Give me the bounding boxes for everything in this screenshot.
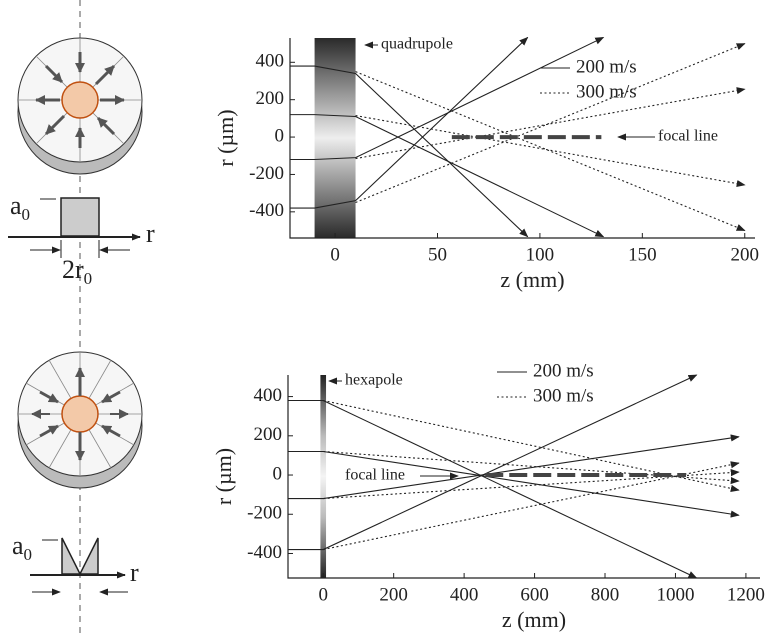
- y-axis-label: r (µm): [213, 109, 238, 166]
- axis: [287, 375, 760, 579]
- ray: [355, 87, 746, 160]
- chart: -400 -200 0 200 400 0 200 400 600 800 1000 1200 z (m…: [211, 360, 765, 632]
- lens-element: [320, 375, 327, 578]
- ray: [355, 71, 746, 232]
- x-tick-label: 100: [526, 244, 555, 265]
- ray: [323, 461, 740, 551]
- width-sub: 0: [84, 269, 93, 288]
- legend-label: 200 m/s: [533, 360, 594, 381]
- x-tick-label: 50: [428, 244, 447, 265]
- y-axis-label: r (µm): [211, 448, 236, 505]
- legend-label: 300 m/s: [533, 385, 594, 406]
- x-tick-label: 0: [330, 244, 340, 265]
- ray: [323, 399, 740, 492]
- x-axis-label: z (mm): [502, 607, 566, 632]
- x-tick-label: 800: [591, 584, 620, 605]
- amplitude: a: [10, 191, 22, 220]
- y-tick-label: -200: [249, 163, 284, 184]
- width-label: 2r0: [62, 255, 92, 288]
- y-tick-label: 400: [256, 51, 285, 72]
- y-tick-label: 0: [275, 125, 285, 146]
- axis-r: r: [130, 558, 139, 587]
- ray: [288, 399, 698, 579]
- legend-label: 200 m/s: [576, 56, 637, 77]
- x-tick-label: 150: [628, 244, 657, 265]
- y-tick-label: 0: [273, 463, 283, 484]
- axis: [289, 38, 755, 239]
- ray: [290, 114, 605, 238]
- x-tick-label: 400: [450, 584, 479, 605]
- x-tick-label: 0: [318, 584, 328, 605]
- y-tick-label: 200: [254, 424, 283, 445]
- ray: [355, 43, 746, 203]
- focal-annotation: focal line: [658, 128, 718, 145]
- y-tick-label: -400: [249, 200, 284, 221]
- y-tick-label: 400: [254, 385, 283, 406]
- ray: [290, 36, 605, 161]
- x-tick-label: 600: [520, 584, 549, 605]
- amplitude: a: [12, 531, 24, 560]
- y-tick-label: 200: [256, 88, 285, 109]
- axis-r: r: [146, 219, 155, 248]
- ray: [290, 65, 529, 238]
- x-tick-label: 200: [731, 244, 760, 265]
- amplitude-label: a0: [12, 531, 32, 564]
- x-tick-label: 1000: [656, 584, 694, 605]
- y-tick-label: -200: [247, 503, 282, 524]
- y-tick-label: -400: [247, 542, 282, 563]
- focal-annotation: focal line: [345, 467, 405, 484]
- ray: [288, 374, 698, 551]
- x-tick-label: 200: [379, 584, 408, 605]
- width: 2r: [62, 255, 84, 284]
- left-illustration: a0 r 2r0 a0 r: [8, 0, 155, 637]
- chart: -400 -200 0 200 400 0 50 100 150 200 z (mm) r (µm) 2…: [213, 36, 759, 292]
- x-axis-label: z (mm): [500, 267, 564, 292]
- amplitude-sub: 0: [24, 545, 33, 564]
- x-tick-label: 1200: [727, 584, 765, 605]
- ray: [355, 115, 746, 188]
- amplitude-label: a0: [10, 191, 30, 224]
- ray: [290, 36, 529, 209]
- legend-label: 300 m/s: [576, 81, 637, 102]
- element-label: hexapole: [345, 372, 403, 389]
- element-label: quadrupole: [381, 36, 453, 53]
- amplitude-sub: 0: [22, 205, 31, 224]
- lens-element: [314, 38, 356, 238]
